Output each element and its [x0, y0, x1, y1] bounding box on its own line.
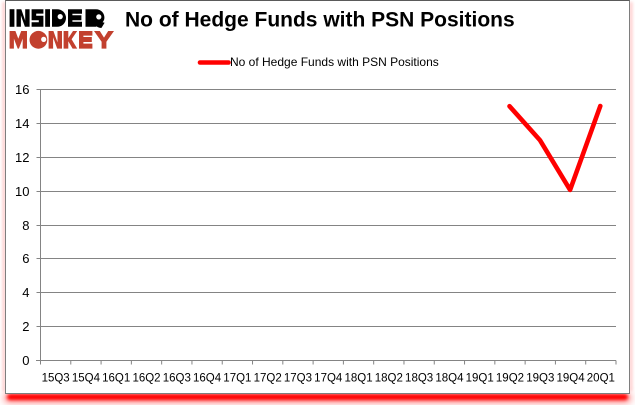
svg-text:17Q2: 17Q2: [254, 373, 282, 385]
svg-text:19Q3: 19Q3: [526, 373, 554, 385]
svg-text:17Q1: 17Q1: [223, 373, 251, 385]
svg-text:17Q3: 17Q3: [284, 373, 312, 385]
svg-text:16Q4: 16Q4: [193, 373, 222, 385]
svg-text:17Q4: 17Q4: [314, 373, 343, 385]
svg-text:No of Hedge Funds with PSN Pos: No of Hedge Funds with PSN Positions: [230, 55, 439, 69]
svg-text:4: 4: [22, 285, 29, 300]
svg-text:16Q2: 16Q2: [132, 373, 160, 385]
svg-text:14: 14: [15, 116, 29, 131]
svg-text:16: 16: [15, 82, 29, 97]
svg-text:20Q1: 20Q1: [587, 373, 615, 385]
svg-text:No of Hedge Funds with PSN Pos: No of Hedge Funds with PSN Positions: [125, 9, 515, 32]
svg-text:19Q4: 19Q4: [556, 373, 585, 385]
svg-text:8: 8: [22, 218, 29, 233]
svg-text:15Q4: 15Q4: [72, 373, 101, 385]
svg-text:12: 12: [15, 150, 29, 165]
svg-text:19Q1: 19Q1: [466, 373, 494, 385]
svg-text:16Q3: 16Q3: [163, 373, 191, 385]
svg-text:18Q1: 18Q1: [344, 373, 372, 385]
svg-text:18Q3: 18Q3: [405, 373, 433, 385]
svg-text:16Q1: 16Q1: [102, 373, 130, 385]
svg-text:18Q4: 18Q4: [435, 373, 464, 385]
svg-text:15Q3: 15Q3: [42, 373, 70, 385]
svg-text:10: 10: [15, 184, 29, 199]
svg-text:19Q2: 19Q2: [496, 373, 524, 385]
svg-text:6: 6: [22, 251, 29, 266]
svg-text:18Q2: 18Q2: [375, 373, 403, 385]
svg-text:0: 0: [22, 353, 29, 368]
svg-text:2: 2: [22, 319, 29, 334]
